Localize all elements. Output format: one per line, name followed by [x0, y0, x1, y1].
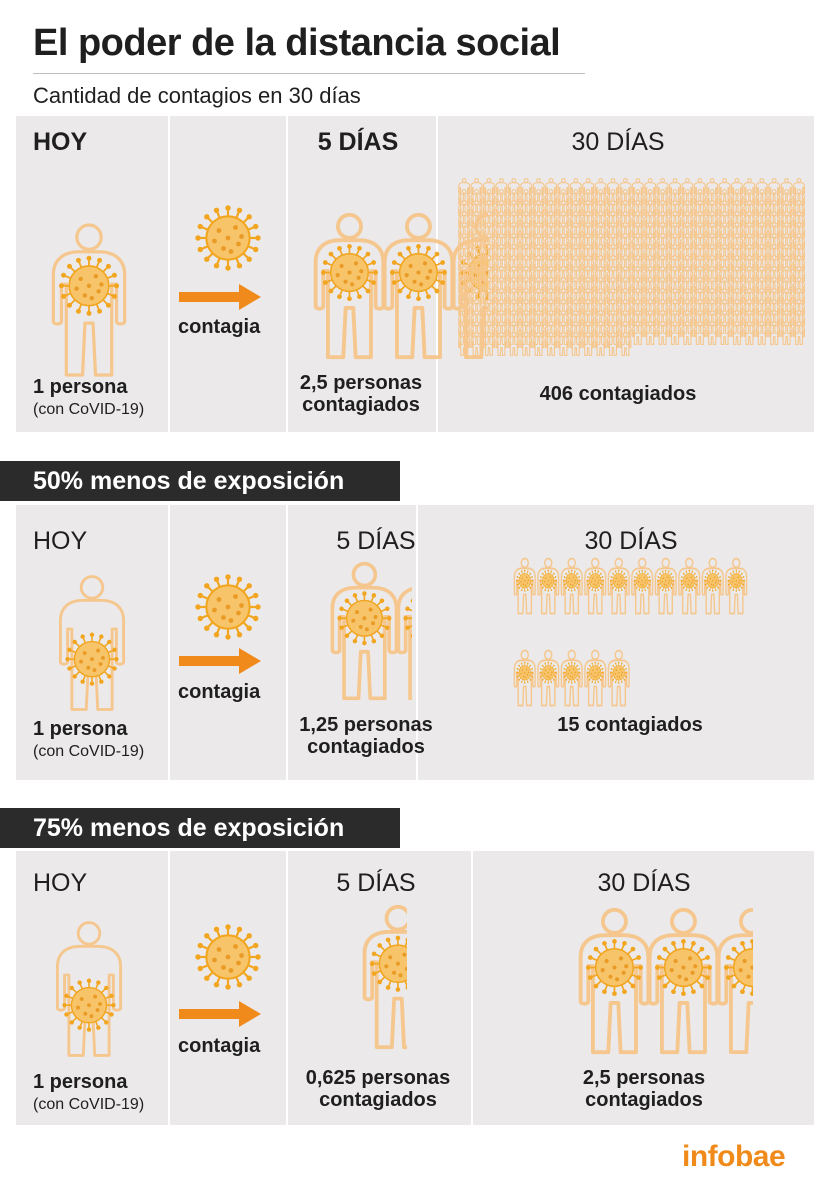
day5-label: 5 DÍAS: [317, 128, 399, 156]
panel-divider: [168, 505, 170, 780]
panel-half-exposure: HOY 5 DÍAS 30 DÍAS contagia 1 persona (c…: [16, 505, 814, 780]
contagia-label: contagia: [178, 316, 261, 338]
virus-icon: [195, 205, 261, 271]
contagia-label: contagia: [178, 681, 261, 703]
arrow-right-icon: [179, 1001, 261, 1027]
page-subtitle: Cantidad de contagios en 30 días: [33, 83, 361, 108]
day30-label: 30 DÍAS: [584, 527, 678, 555]
day30-value: 2,5 personas contagiados: [582, 1067, 706, 1111]
section-heading-band: 50% menos de exposición: [0, 461, 400, 501]
person-icon: [382, 212, 455, 360]
day30-people: [576, 906, 753, 1056]
virus-icon: [195, 924, 261, 990]
panel-divider: [168, 851, 170, 1125]
day30-people-grid: [458, 178, 808, 356]
day5-people: [311, 211, 488, 361]
day30-value: 406 contagiados: [539, 383, 697, 405]
panel-divider: [286, 851, 288, 1125]
person-icon: [717, 907, 753, 1055]
day5-label: 5 DÍAS: [336, 527, 416, 555]
contagia-label: contagia: [178, 1035, 261, 1057]
day30-label: 30 DÍAS: [571, 128, 665, 156]
hoy-label: HOY: [33, 527, 88, 555]
source-person-icon: [51, 223, 127, 377]
people-grid-icons: [458, 178, 806, 356]
arrow-right-icon: [179, 648, 261, 674]
title-rule: [33, 73, 585, 74]
day5-value: 2,5 personas contagiados: [299, 372, 423, 416]
virus-icon: [195, 574, 261, 640]
source-value: 1 persona: [33, 376, 128, 398]
source-note: (con CoVID-19): [33, 1096, 145, 1113]
page-title: El poder de la distancia social: [33, 22, 561, 64]
day30-label: 30 DÍAS: [597, 869, 691, 897]
panel-divider: [286, 505, 288, 780]
source-value: 1 persona: [33, 718, 128, 740]
panel-quarter-exposure: HOY 5 DÍAS 30 DÍAS contagia 1 persona (c…: [16, 851, 814, 1125]
section-heading-band: 75% menos de exposición: [0, 808, 400, 848]
person-icon: [578, 907, 651, 1055]
day30-people-grid: [513, 557, 753, 707]
panel-divider: [286, 116, 288, 432]
people-grid-icons: [513, 557, 748, 707]
hoy-label: HOY: [33, 128, 88, 156]
panel-divider: [416, 505, 418, 780]
person-icon: [396, 587, 412, 701]
source-note: (con CoVID-19): [33, 743, 145, 760]
person-icon: [313, 212, 386, 360]
day5-people: [360, 903, 420, 1051]
source-person-icon: [55, 921, 123, 1057]
person-icon: [330, 561, 399, 701]
day5-label: 5 DÍAS: [336, 869, 416, 897]
source-value: 1 persona: [33, 1071, 128, 1093]
panel-divider: [168, 116, 170, 432]
panel-divider: [471, 851, 473, 1125]
source-note: (con CoVID-19): [33, 401, 145, 418]
day30-value: 15 contagiados: [557, 714, 703, 736]
panel-baseline: HOY 5 DÍAS 30 DÍAS contagia 1 persona (c…: [16, 116, 814, 432]
source-person-icon: [58, 575, 126, 711]
day5-value: 0,625 personas contagiados: [305, 1067, 451, 1111]
arrow-right-icon: [179, 284, 261, 310]
day5-value: 1,25 personas contagiados: [299, 714, 433, 758]
person-icon: [647, 907, 720, 1055]
hoy-label: HOY: [33, 869, 88, 897]
person-icon: [362, 904, 408, 1050]
infobae-logo: infobae: [682, 1140, 786, 1173]
day5-people: [328, 560, 413, 702]
